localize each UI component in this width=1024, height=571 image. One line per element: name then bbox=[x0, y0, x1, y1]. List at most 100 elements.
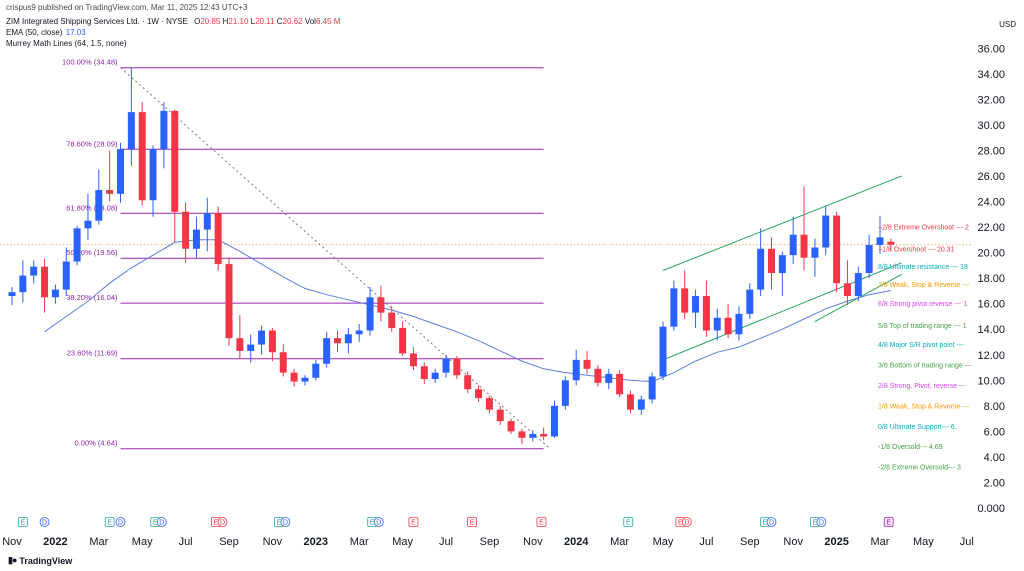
earnings-event-marker[interactable] bbox=[408, 517, 419, 527]
candle[interactable] bbox=[648, 376, 656, 400]
candle[interactable] bbox=[746, 289, 754, 314]
candle[interactable] bbox=[453, 358, 461, 376]
candle[interactable] bbox=[41, 266, 49, 298]
candle[interactable] bbox=[626, 394, 634, 410]
candle[interactable] bbox=[95, 190, 103, 221]
tradingview-brand[interactable]: ▮● TradingView bbox=[8, 555, 72, 566]
candle[interactable] bbox=[312, 363, 320, 378]
candle[interactable] bbox=[659, 326, 667, 377]
candle[interactable] bbox=[475, 389, 483, 399]
candle[interactable] bbox=[464, 375, 472, 390]
candle[interactable] bbox=[540, 433, 548, 437]
candle[interactable] bbox=[236, 338, 244, 351]
candle[interactable] bbox=[182, 211, 190, 249]
candle[interactable] bbox=[854, 273, 862, 297]
candle[interactable] bbox=[822, 215, 830, 248]
candle[interactable] bbox=[681, 288, 689, 313]
candle[interactable] bbox=[865, 244, 873, 274]
symbol-legend[interactable]: ZIM Integrated Shipping Services Ltd. · … bbox=[6, 17, 340, 26]
candle[interactable] bbox=[778, 255, 786, 274]
candle[interactable] bbox=[225, 264, 233, 339]
candle[interactable] bbox=[334, 338, 341, 344]
candle[interactable] bbox=[388, 312, 396, 328]
dividend-event-marker[interactable] bbox=[373, 517, 384, 527]
candle[interactable] bbox=[735, 313, 743, 335]
candle[interactable] bbox=[301, 377, 309, 382]
candle[interactable] bbox=[529, 433, 537, 438]
candle[interactable] bbox=[561, 380, 569, 406]
candle[interactable] bbox=[30, 266, 38, 276]
dividend-event-marker[interactable] bbox=[681, 517, 692, 527]
earnings-event-marker[interactable] bbox=[17, 517, 28, 527]
candle[interactable] bbox=[616, 373, 624, 395]
candle[interactable] bbox=[800, 234, 808, 258]
candle[interactable] bbox=[670, 288, 678, 327]
candle[interactable] bbox=[887, 241, 895, 245]
candle[interactable] bbox=[507, 421, 515, 432]
candle[interactable] bbox=[377, 297, 385, 313]
candle[interactable] bbox=[789, 234, 797, 256]
candle[interactable] bbox=[442, 358, 450, 373]
candle[interactable] bbox=[84, 220, 92, 229]
murrey-legend[interactable]: Murrey Math Lines (64, 1.5, none) bbox=[6, 39, 127, 48]
earnings-event-marker[interactable] bbox=[883, 517, 894, 527]
candle[interactable] bbox=[713, 317, 721, 331]
candle[interactable] bbox=[214, 213, 222, 265]
candle[interactable] bbox=[149, 149, 157, 201]
dividend-event-marker[interactable] bbox=[766, 517, 777, 527]
candle[interactable] bbox=[724, 317, 732, 335]
candle[interactable] bbox=[160, 110, 168, 150]
candle[interactable] bbox=[8, 292, 16, 297]
candle[interactable] bbox=[366, 297, 374, 331]
candle[interactable] bbox=[833, 215, 841, 284]
candle[interactable] bbox=[279, 352, 287, 373]
candle[interactable] bbox=[290, 372, 298, 382]
candle[interactable] bbox=[702, 296, 710, 331]
candle[interactable] bbox=[138, 112, 146, 201]
candle[interactable] bbox=[757, 248, 765, 290]
candle[interactable] bbox=[637, 399, 645, 410]
dividend-event-marker[interactable] bbox=[39, 517, 50, 527]
candle[interactable] bbox=[594, 368, 602, 383]
candle[interactable] bbox=[73, 228, 81, 262]
earnings-event-marker[interactable] bbox=[536, 517, 547, 527]
candle[interactable] bbox=[843, 283, 851, 297]
candle[interactable] bbox=[344, 334, 352, 344]
candle[interactable] bbox=[876, 237, 884, 245]
earnings-event-marker[interactable] bbox=[467, 517, 477, 527]
dividend-event-marker[interactable] bbox=[816, 517, 827, 527]
candle[interactable] bbox=[518, 431, 526, 438]
candle[interactable] bbox=[51, 289, 59, 298]
candle[interactable] bbox=[106, 190, 114, 194]
ema-legend[interactable]: EMA (50, close) 17.03 bbox=[6, 28, 86, 37]
candle[interactable] bbox=[583, 359, 591, 369]
candle[interactable] bbox=[192, 229, 200, 249]
candle[interactable] bbox=[485, 398, 493, 410]
earnings-event-marker[interactable] bbox=[104, 517, 115, 527]
candle[interactable] bbox=[431, 372, 439, 380]
dividend-event-marker[interactable] bbox=[156, 517, 167, 527]
candle[interactable] bbox=[692, 296, 700, 313]
candle[interactable] bbox=[496, 409, 504, 422]
candle[interactable] bbox=[572, 359, 580, 381]
dividend-event-marker[interactable] bbox=[217, 517, 228, 527]
candle[interactable] bbox=[420, 366, 428, 380]
candle[interactable] bbox=[605, 373, 613, 383]
candle[interactable] bbox=[551, 405, 558, 437]
candle[interactable] bbox=[409, 353, 417, 367]
candle[interactable] bbox=[399, 327, 407, 354]
candle[interactable] bbox=[62, 261, 70, 290]
candle[interactable] bbox=[268, 330, 276, 353]
candle[interactable] bbox=[171, 110, 179, 212]
dividend-event-marker[interactable] bbox=[280, 517, 291, 527]
candle[interactable] bbox=[203, 213, 211, 230]
candle[interactable] bbox=[247, 344, 255, 351]
candle[interactable] bbox=[19, 275, 27, 293]
candle[interactable] bbox=[117, 149, 124, 194]
candle[interactable] bbox=[127, 112, 135, 150]
earnings-event-marker[interactable] bbox=[623, 517, 634, 527]
candle[interactable] bbox=[323, 338, 331, 364]
candle[interactable] bbox=[811, 247, 819, 258]
candle[interactable] bbox=[355, 330, 363, 335]
